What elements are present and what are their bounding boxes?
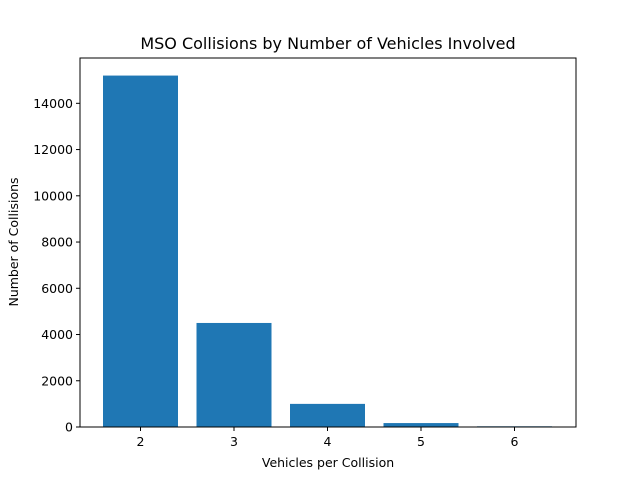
x-tick-label: 4 xyxy=(324,434,332,449)
y-tick-label: 8000 xyxy=(41,235,73,250)
y-tick-label: 6000 xyxy=(41,281,73,296)
y-tick-label: 14000 xyxy=(33,96,73,111)
x-axis-ticks: 2 3 4 5 6 xyxy=(137,427,519,449)
y-axis-label: Number of Collisions xyxy=(6,177,21,306)
bar-3 xyxy=(196,322,272,427)
y-tick-label: 0 xyxy=(65,420,73,435)
y-tick-label: 4000 xyxy=(41,327,73,342)
y-axis-ticks: 0 2000 4000 6000 8000 10000 12000 14000 xyxy=(33,96,80,435)
x-tick-label: 3 xyxy=(230,434,238,449)
bar-4 xyxy=(290,403,365,427)
bar-5 xyxy=(383,423,459,427)
bars-group xyxy=(103,75,552,428)
x-tick-label: 2 xyxy=(137,434,145,449)
y-tick-label: 2000 xyxy=(41,373,73,388)
y-tick-label: 12000 xyxy=(33,142,73,157)
bar-2 xyxy=(103,75,178,428)
x-tick-label: 6 xyxy=(511,434,519,449)
x-axis-label: Vehicles per Collision xyxy=(262,455,394,470)
chart-title: MSO Collisions by Number of Vehicles Inv… xyxy=(140,34,515,53)
y-tick-label: 10000 xyxy=(33,188,73,203)
x-tick-label: 5 xyxy=(417,434,425,449)
